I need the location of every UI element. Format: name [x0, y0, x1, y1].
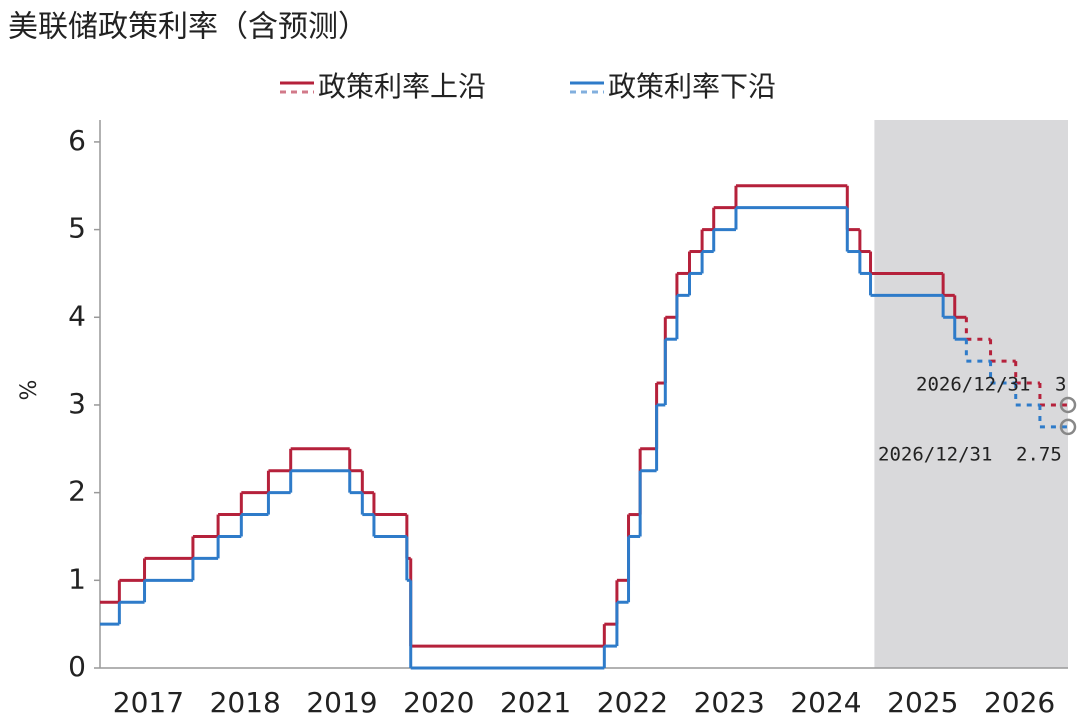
x-tick-label: 2022	[597, 686, 668, 719]
x-tick-label: 2025	[887, 686, 958, 719]
annotation-value: 3	[1055, 374, 1066, 396]
x-tick-label: 2017	[113, 686, 184, 719]
y-tick-label: 0	[68, 650, 86, 683]
legend-label: 政策利率上沿	[318, 70, 486, 103]
legend-label: 政策利率下沿	[608, 70, 776, 103]
x-tick-label: 2024	[790, 686, 861, 719]
x-tick-label: 2023	[694, 686, 765, 719]
x-tick-label: 2021	[500, 686, 571, 719]
annotation-date: 2026/12/31	[916, 374, 1030, 396]
y-tick-label: 1	[68, 562, 86, 595]
y-axis-label: %	[17, 380, 42, 401]
annotation-value: 2.75	[1016, 444, 1062, 466]
y-tick-label: 2	[68, 475, 86, 508]
end-marker	[1059, 396, 1077, 414]
x-tick-label: 2020	[403, 686, 474, 719]
y-tick-label: 4	[68, 299, 86, 332]
x-tick-label: 2018	[210, 686, 281, 719]
y-tick-label: 6	[68, 124, 86, 157]
end-marker	[1059, 418, 1077, 436]
x-tick-label: 2026	[984, 686, 1055, 719]
chart-title: 美联储政策利率（含预测）	[8, 10, 368, 45]
x-tick-label: 2019	[306, 686, 377, 719]
series	[100, 206, 1068, 670]
annotation-date: 2026/12/31	[878, 444, 992, 466]
forecast-shade	[874, 120, 1068, 668]
y-tick-label: 5	[68, 212, 86, 245]
y-tick-label: 3	[68, 387, 86, 420]
